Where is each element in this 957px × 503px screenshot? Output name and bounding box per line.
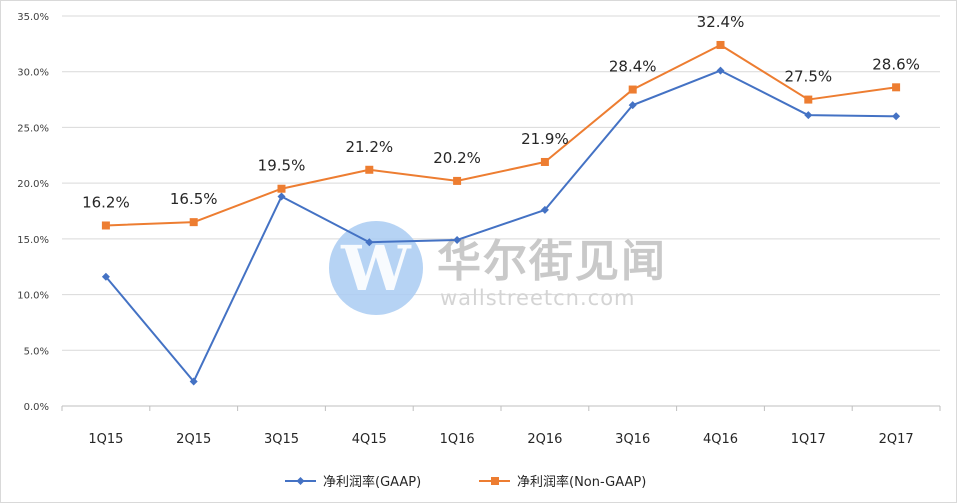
series-line (105, 43, 897, 227)
y-tick-label: 0.0% (24, 402, 49, 413)
x-axis (61, 405, 941, 411)
data-point[interactable] (101, 272, 110, 281)
data-labels: 16.2% 16.5% 19.5% 21.2% 20.2% 21.9% 28.4% 32.4%… (82, 13, 920, 212)
data-point[interactable] (365, 238, 374, 247)
data-label: 28.4% (609, 58, 657, 76)
series-line (105, 69, 897, 383)
data-point[interactable] (453, 176, 462, 185)
legend-label-gaap: 净利润率(GAAP) (323, 474, 421, 490)
data-point[interactable] (628, 101, 637, 110)
x-tick-label: 4Q16 (703, 432, 738, 447)
diamond-marker-icon (296, 477, 305, 485)
x-tick-label: 1Q15 (88, 432, 123, 447)
data-point[interactable] (804, 111, 813, 120)
x-tick-label: 2Q17 (879, 432, 914, 447)
data-point[interactable] (716, 40, 725, 49)
data-point[interactable] (189, 218, 198, 227)
y-axis-ticks: 0.0% 5.0% 10.0% 15.0% 20.0% 25.0% 30.0% 35.0% (17, 12, 49, 413)
watermark-url: wallstreetcn.com (440, 286, 636, 310)
data-label: 16.5% (170, 190, 218, 208)
y-tick-label: 10.0% (17, 291, 49, 302)
y-tick-label: 5.0% (24, 346, 49, 357)
data-label: 16.2% (82, 193, 130, 211)
legend-item-gaap[interactable]: 净利润率(GAAP) (285, 474, 421, 490)
watermark-logo-circle (329, 221, 423, 315)
square-marker-icon (491, 477, 499, 485)
legend-item-nongaap[interactable]: 净利润率(Non-GAAP) (479, 474, 646, 490)
y-tick-label: 15.0% (17, 235, 49, 246)
series-gaap (101, 66, 901, 386)
y-tick-label: 20.0% (17, 179, 49, 190)
data-point[interactable] (277, 184, 286, 193)
data-point[interactable] (540, 205, 549, 214)
x-axis-ticks: 1Q15 2Q15 3Q15 4Q15 1Q16 2Q16 3Q16 4Q16 1Q17 2Q17 (88, 432, 913, 447)
gridlines (62, 15, 940, 351)
y-tick-label: 25.0% (17, 123, 49, 134)
data-point[interactable] (892, 112, 901, 121)
data-point[interactable] (540, 157, 549, 166)
data-label: 27.5% (784, 68, 832, 86)
series-nongaap (101, 40, 901, 230)
x-tick-label: 4Q15 (352, 432, 387, 447)
legend: 净利润率(GAAP) 净利润率(Non-GAAP) (285, 474, 646, 490)
data-point[interactable] (892, 83, 901, 92)
watermark-logo-letter: W (340, 232, 412, 305)
data-label: 21.2% (345, 138, 393, 156)
x-tick-label: 1Q17 (791, 432, 826, 447)
data-point[interactable] (277, 192, 286, 201)
x-tick-label: 2Q15 (176, 432, 211, 447)
data-point[interactable] (453, 235, 462, 244)
data-point[interactable] (804, 95, 813, 104)
data-label: 32.4% (697, 13, 745, 31)
data-point[interactable] (101, 221, 110, 230)
y-tick-label: 35.0% (17, 12, 49, 23)
data-label: 28.6% (872, 55, 920, 73)
x-tick-label: 1Q16 (440, 432, 475, 447)
watermark-title: 华尔街见闻 (437, 236, 667, 287)
x-tick-label: 3Q16 (615, 432, 650, 447)
x-tick-label: 2Q16 (527, 432, 562, 447)
data-point[interactable] (628, 85, 637, 94)
data-point[interactable] (189, 377, 198, 386)
data-point[interactable] (716, 66, 725, 75)
series-layer (101, 40, 901, 386)
x-tick-label: 3Q15 (264, 432, 299, 447)
data-point[interactable] (365, 165, 374, 174)
data-label: 20.2% (433, 149, 481, 167)
watermark: W 华尔街见闻 wallstreetcn.com (329, 221, 667, 315)
data-label: 21.9% (521, 130, 569, 148)
data-label: 19.5% (258, 157, 306, 175)
legend-label-nongaap: 净利润率(Non-GAAP) (517, 474, 646, 490)
y-tick-label: 30.0% (17, 68, 49, 79)
